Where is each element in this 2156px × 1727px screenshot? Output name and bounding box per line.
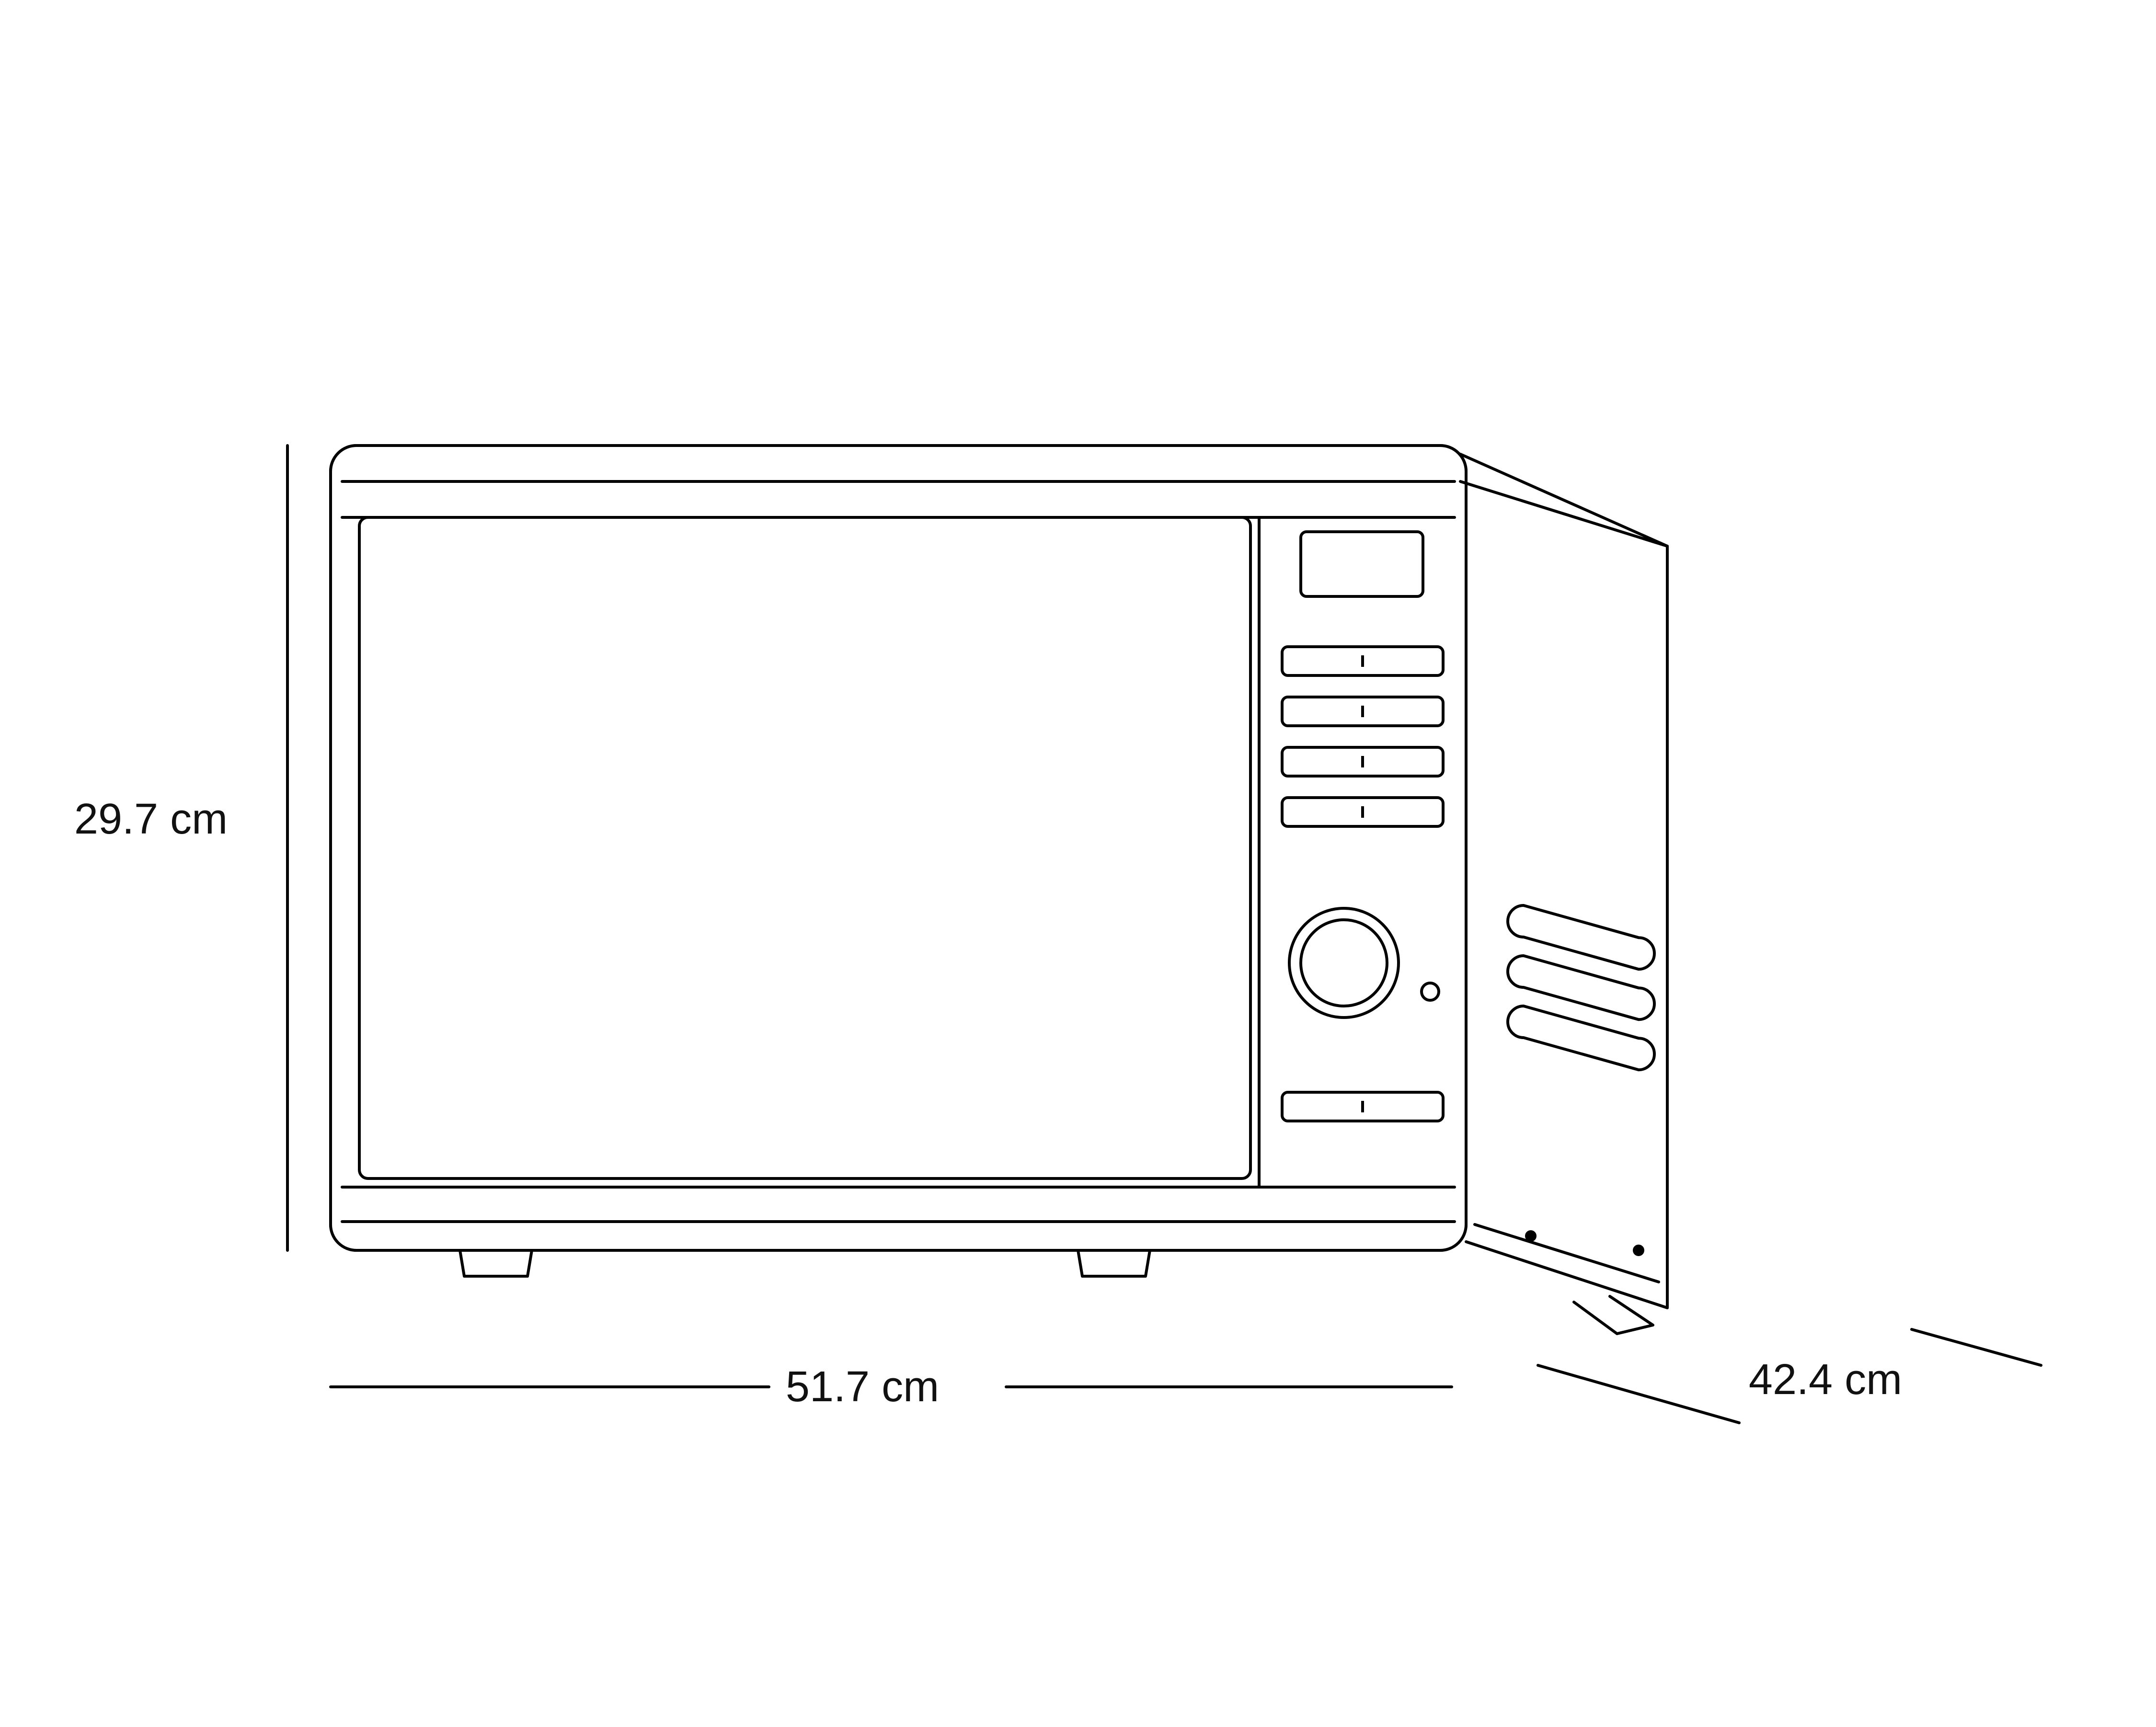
dimension-label-depth: 42.4 cm bbox=[1749, 1356, 1902, 1404]
side-vent bbox=[1508, 905, 1654, 969]
side-vent bbox=[1508, 1006, 1654, 1070]
side-vent bbox=[1508, 956, 1654, 1019]
foot bbox=[1574, 1296, 1653, 1334]
foot bbox=[1078, 1250, 1150, 1276]
dimension-line-depth bbox=[1912, 1329, 2041, 1365]
dimension-label-height: 29.7 cm bbox=[74, 795, 228, 843]
dimension-line-depth bbox=[1538, 1365, 1739, 1423]
dimension-label-width: 51.7 cm bbox=[786, 1363, 939, 1411]
foot bbox=[460, 1250, 532, 1276]
